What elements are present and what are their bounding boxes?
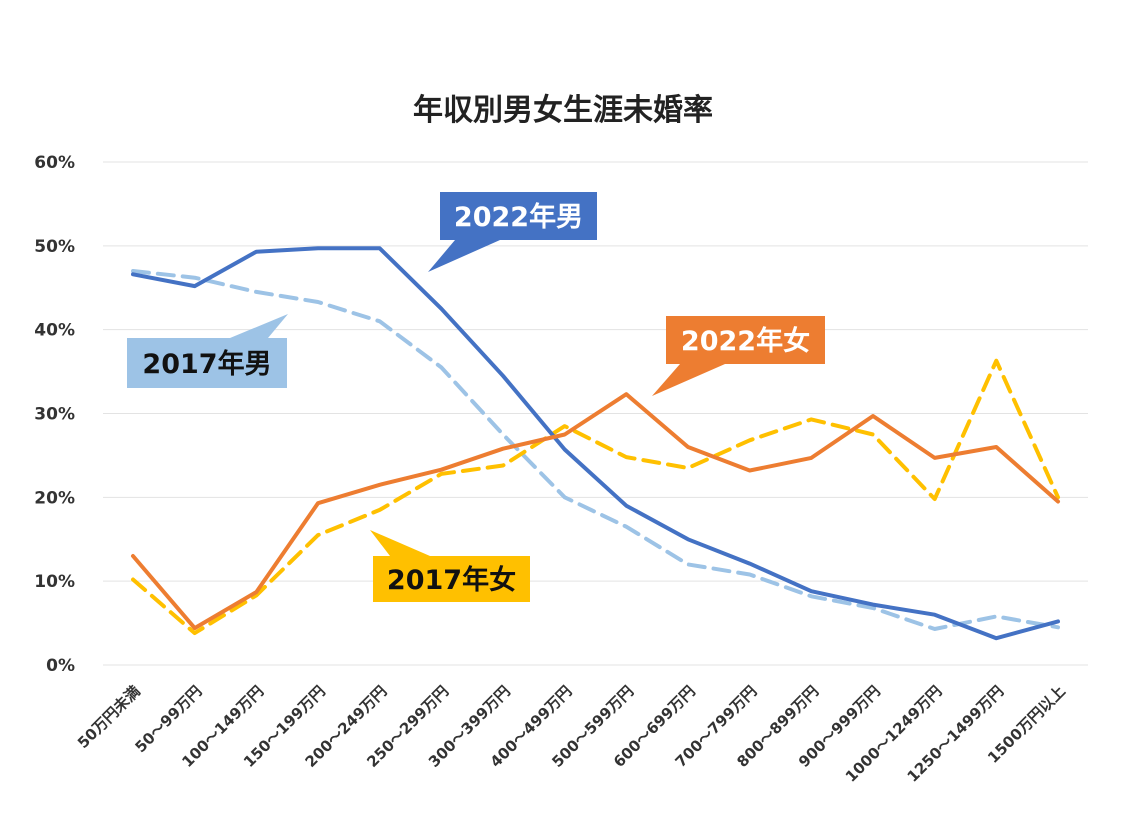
y-tick-label: 20% <box>34 488 75 508</box>
callout-box <box>373 556 530 602</box>
callout-box <box>666 316 825 364</box>
series-line-0 <box>131 246 1060 641</box>
y-tick-label: 60% <box>34 153 75 173</box>
callout-pointer <box>428 240 500 272</box>
y-tick-label: 0% <box>46 656 75 676</box>
series-lines <box>131 246 1060 641</box>
y-tick-label: 30% <box>34 405 75 425</box>
x-axis-ticks: 50万円未満50～99万円100～149万円150～199万円200～249万円… <box>74 682 1069 786</box>
callout-box <box>440 192 597 240</box>
callout-pointer <box>230 314 288 338</box>
y-tick-label: 40% <box>34 321 75 341</box>
callout-1: 2017年男 <box>127 314 288 388</box>
callout-label: 2022年男 <box>454 201 583 233</box>
y-tick-label: 10% <box>34 572 75 592</box>
callout-2: 2022年女 <box>652 316 825 396</box>
callout-3: 2017年女 <box>370 530 530 602</box>
series-line-3 <box>131 358 1060 636</box>
chart-title: 年収別男女生涯未婚率 <box>413 93 713 128</box>
callout-pointer <box>370 530 430 556</box>
callout-label: 2017年男 <box>142 348 271 380</box>
callout-pointer <box>652 364 725 396</box>
callout-0: 2022年男 <box>428 192 597 272</box>
series-line-1 <box>131 269 1060 631</box>
callout-label: 2017年女 <box>387 564 516 596</box>
y-tick-label: 50% <box>34 237 75 257</box>
callout-label: 2022年女 <box>681 325 810 357</box>
y-axis-ticks: 0% 10% 20% 30% 40% 50% 60% <box>34 153 75 676</box>
callouts: 2022年男 2017年男 2022年女 2017年女 <box>127 192 825 602</box>
series-line-2 <box>131 392 1060 631</box>
callout-box <box>127 338 287 388</box>
